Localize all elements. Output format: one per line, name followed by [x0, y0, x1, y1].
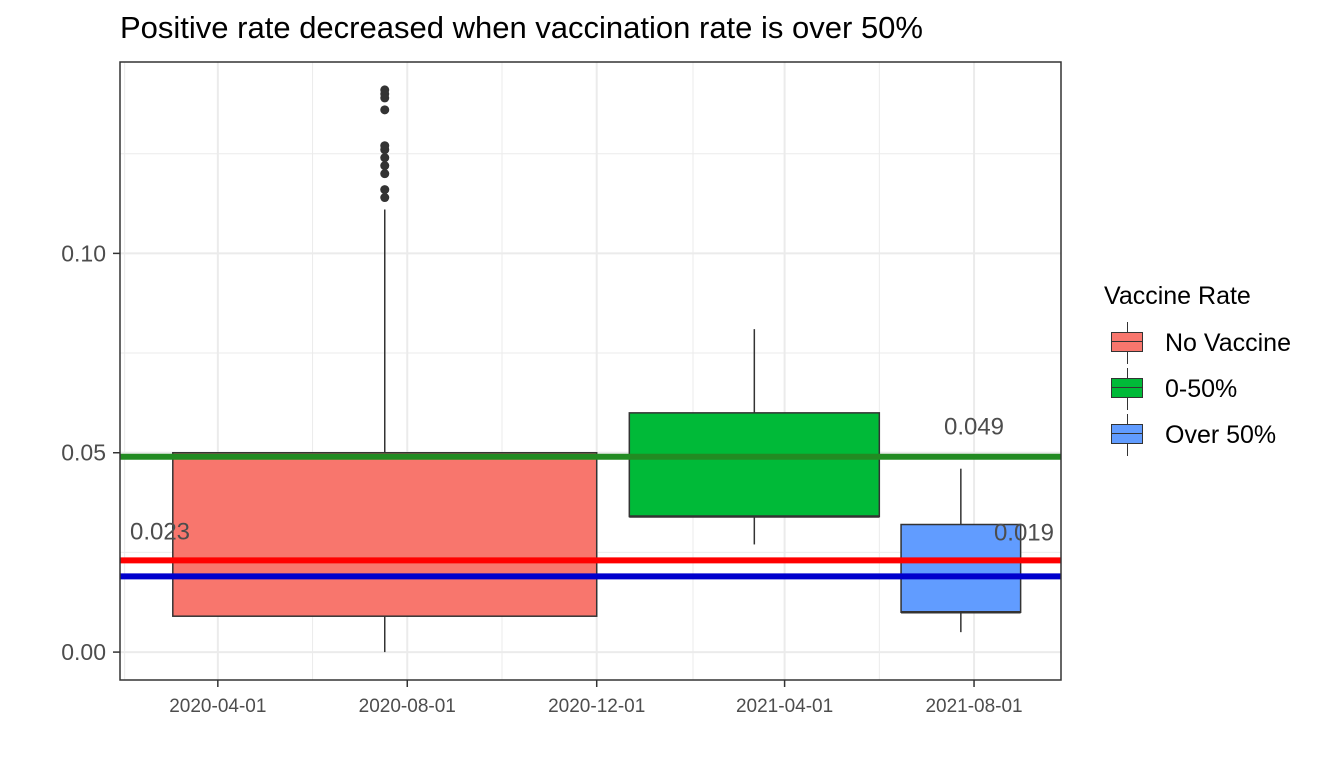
x-axis-tick-label: 2021-04-01 [736, 696, 833, 717]
x-axis-tick-label: 2020-08-01 [359, 696, 456, 717]
panel-border [119, 61, 1062, 681]
box-outlier [380, 153, 390, 163]
legend-label: 0-50% [1165, 374, 1238, 403]
box-outlier [380, 193, 390, 203]
box-outlier [380, 85, 390, 95]
legend-key-over-50 [1104, 412, 1152, 458]
box-outlier [380, 105, 390, 115]
x-axis-tick-label: 2021-08-01 [925, 696, 1022, 717]
legend-item-no-vaccine: No Vaccine [1104, 320, 1291, 366]
box-body [628, 412, 881, 518]
reference-lines [120, 453, 1061, 580]
legend-key-0-50 [1104, 366, 1152, 412]
x-axis-tick-label: 2020-12-01 [548, 696, 645, 717]
y-axis-tick-label: 0.05 [61, 440, 106, 466]
box-body [900, 523, 1022, 613]
box-outlier [380, 141, 390, 151]
y-axis-tick-label: 0.00 [61, 639, 106, 665]
reference-line-label: 0.023 [130, 518, 190, 545]
legend-item-0-50: 0-50% [1104, 366, 1291, 412]
legend-label: No Vaccine [1165, 328, 1291, 357]
legend: Vaccine Rate No Vaccine 0-50% Over 50% [1104, 282, 1291, 458]
legend-key-no-vaccine [1104, 320, 1152, 366]
reference-line-label: 0.049 [944, 414, 1004, 441]
box-outlier [380, 169, 390, 179]
box-outlier [380, 185, 390, 195]
legend-label: Over 50% [1165, 420, 1277, 449]
reference-line-label: 0.019 [994, 519, 1054, 546]
boxes [172, 85, 1022, 653]
legend-item-over-50: Over 50% [1104, 412, 1291, 458]
box-body [172, 451, 598, 617]
legend-title: Vaccine Rate [1104, 282, 1251, 310]
chart-title: Positive rate decreased when vaccination… [120, 10, 923, 45]
box-outlier [380, 161, 390, 171]
y-axis-tick-label: 0.10 [61, 240, 106, 266]
x-axis-tick-label: 2020-04-01 [169, 696, 266, 717]
